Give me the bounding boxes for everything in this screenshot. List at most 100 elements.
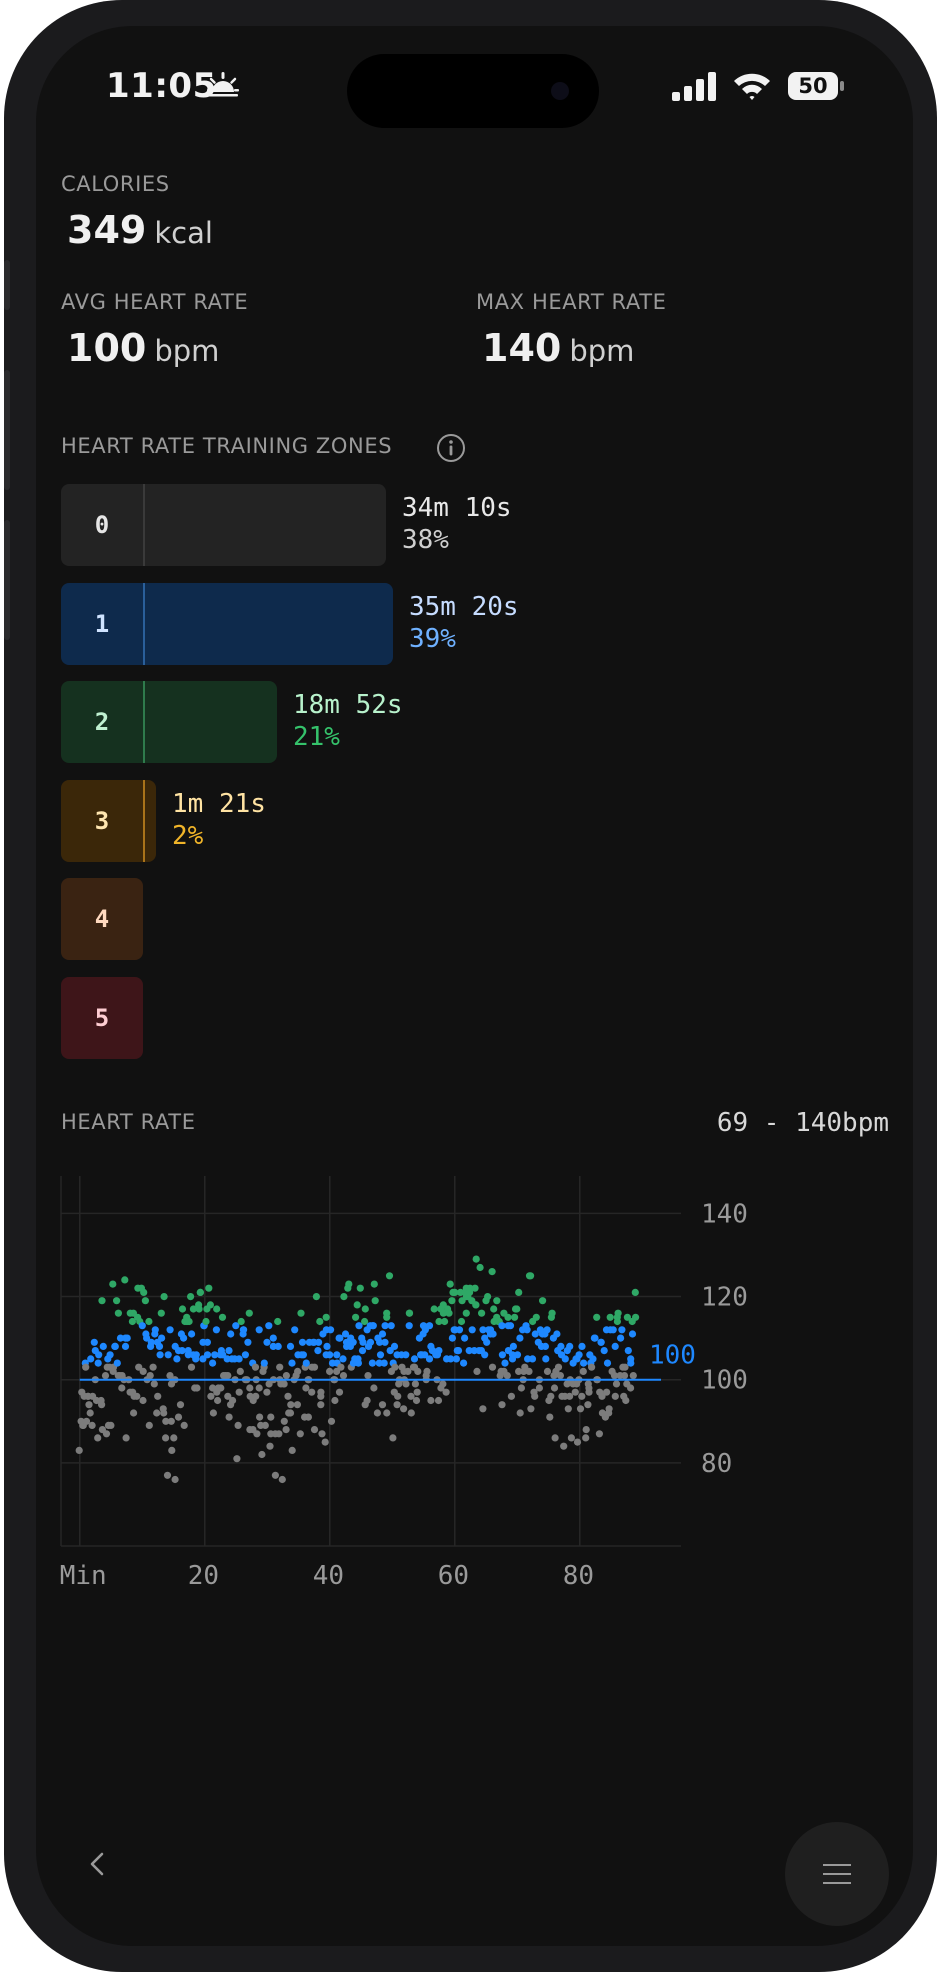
- heart-rate-point: [531, 1392, 539, 1400]
- menu-button[interactable]: [785, 1822, 889, 1926]
- heart-rate-point: [448, 1297, 456, 1305]
- camera-icon: [551, 82, 569, 100]
- cellular-signal-icon: [672, 72, 716, 101]
- heart-rate-point: [483, 1338, 491, 1346]
- heart-rate-point: [151, 1330, 159, 1338]
- heart-rate-point: [468, 1326, 476, 1334]
- heart-rate-point: [349, 1338, 357, 1346]
- heart-rate-point: [576, 1405, 585, 1413]
- heart-rate-point: [235, 1355, 243, 1363]
- info-icon[interactable]: [436, 433, 466, 463]
- heart-rate-point: [174, 1413, 183, 1421]
- heart-rate-point: [278, 1475, 286, 1484]
- heart-rate-point: [326, 1367, 334, 1375]
- heart-rate-point: [452, 1355, 460, 1363]
- heart-rate-point: [378, 1401, 387, 1409]
- heart-rate-point: [224, 1392, 232, 1400]
- heart-rate-point: [465, 1347, 473, 1355]
- volume-down-button: [4, 520, 10, 640]
- heart-rate-point: [94, 1359, 102, 1367]
- heart-rate-point: [611, 1342, 619, 1350]
- heart-rate-point: [331, 1396, 339, 1405]
- status-bar: 11:05: [36, 26, 913, 136]
- heart-rate-point: [147, 1338, 155, 1346]
- heart-rate-point: [205, 1284, 213, 1292]
- heart-rate-point: [333, 1351, 341, 1359]
- heart-rate-point: [611, 1392, 619, 1400]
- heart-rate-point: [82, 1417, 91, 1425]
- battery-nub: [840, 81, 844, 91]
- heart-rate-point: [218, 1313, 227, 1321]
- heart-rate-point: [627, 1384, 635, 1392]
- heart-rate-point: [578, 1342, 586, 1350]
- heart-rate-point: [274, 1342, 282, 1350]
- heart-rate-point: [457, 1317, 466, 1326]
- battery-level: 50: [788, 72, 838, 100]
- heart-rate-point: [370, 1280, 378, 1288]
- heart-rate-point: [269, 1334, 277, 1342]
- heart-rate-point: [508, 1355, 517, 1363]
- heart-rate-point: [561, 1355, 569, 1363]
- heart-rate-point: [623, 1313, 632, 1321]
- heart-rate-point: [143, 1334, 151, 1342]
- zone-duration: 34m 10s: [402, 493, 512, 523]
- zone-percent: 2%: [172, 820, 204, 851]
- heart-rate-point: [605, 1405, 613, 1413]
- heart-rate-point: [340, 1293, 348, 1301]
- heart-rate-point: [618, 1326, 626, 1334]
- heart-rate-point: [407, 1409, 415, 1417]
- heart-rate-point: [109, 1280, 117, 1288]
- zone-stats-3: 1m 21s 2%: [172, 788, 266, 852]
- back-chevron-icon[interactable]: [78, 1844, 118, 1884]
- heart-rate-point: [176, 1401, 185, 1409]
- y-tick-label: 80: [701, 1449, 732, 1479]
- heart-rate-point: [547, 1313, 555, 1321]
- heart-rate-point: [335, 1388, 344, 1396]
- heart-rate-point: [241, 1351, 249, 1359]
- heart-rate-point: [473, 1367, 481, 1375]
- heart-rate-point: [498, 1401, 506, 1409]
- heart-rate-point: [414, 1367, 422, 1375]
- heart-rate-point: [82, 1363, 90, 1371]
- wifi-icon: [734, 73, 770, 100]
- heart-rate-point: [297, 1309, 305, 1317]
- heart-rate-point: [402, 1351, 410, 1359]
- zone-number: 3: [94, 806, 110, 835]
- heart-rate-point: [516, 1334, 524, 1342]
- heart-rate-point: [113, 1359, 121, 1367]
- heart-rate-point: [564, 1405, 572, 1413]
- heart-rate-point: [164, 1351, 172, 1359]
- heart-rate-point: [359, 1338, 367, 1346]
- heart-rate-point: [371, 1297, 379, 1305]
- heart-rate-point: [274, 1317, 282, 1326]
- heart-rate-point: [385, 1272, 394, 1280]
- heart-rate-point: [102, 1430, 111, 1438]
- y-tick-label: 100: [701, 1366, 748, 1396]
- zone-percent: 39%: [409, 623, 456, 654]
- x-tick-label: 20: [188, 1561, 219, 1591]
- heart-rate-point: [293, 1401, 301, 1409]
- menu-icon-line: [823, 1873, 851, 1875]
- calories-number: 349: [67, 208, 147, 252]
- heart-rate-point: [245, 1309, 253, 1317]
- heart-rate-point: [298, 1338, 307, 1346]
- heart-rate-point: [430, 1305, 438, 1313]
- heart-rate-point: [287, 1401, 295, 1409]
- heart-rate-point: [130, 1409, 138, 1417]
- heart-rate-point: [383, 1309, 391, 1317]
- heart-rate-point: [207, 1392, 215, 1400]
- heart-rate-point: [157, 1309, 165, 1317]
- heart-rate-point: [591, 1334, 599, 1342]
- heart-rate-point: [139, 1367, 147, 1375]
- heart-rate-point: [263, 1338, 271, 1346]
- heart-rate-point: [90, 1338, 98, 1346]
- heart-rate-point: [95, 1351, 103, 1359]
- heart-rate-point: [258, 1450, 266, 1459]
- heart-rate-point: [217, 1384, 225, 1392]
- avg-heart-rate-number: 100: [67, 326, 147, 370]
- heart-rate-point: [402, 1380, 410, 1388]
- heart-rate-point: [361, 1317, 369, 1326]
- heart-rate-point: [603, 1388, 611, 1396]
- heart-rate-point: [225, 1413, 233, 1421]
- heart-rate-point: [294, 1367, 302, 1375]
